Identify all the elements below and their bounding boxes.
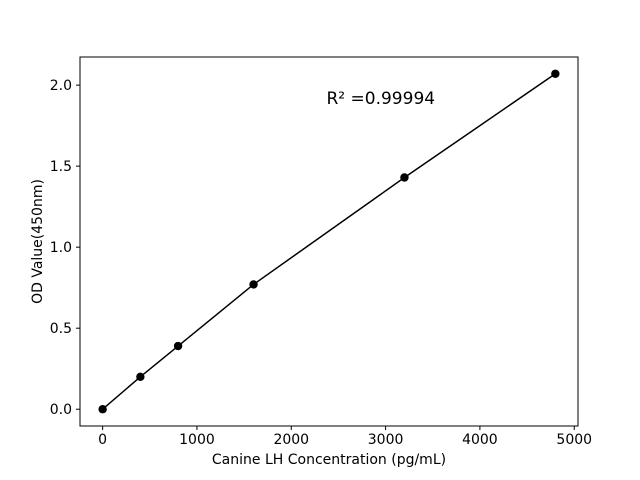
x-tick-label: 1000 (179, 432, 215, 448)
y-tick-label: 0.5 (50, 321, 72, 337)
data-point (173, 341, 183, 351)
data-point (400, 173, 409, 182)
x-tick-label: 2000 (273, 432, 309, 448)
y-tick-label: 0.0 (50, 402, 72, 418)
y-tick-label: 2.0 (50, 78, 72, 94)
data-point (551, 69, 560, 78)
standard-curve-line (102, 73, 556, 410)
data-series (98, 69, 560, 414)
axis-tick-labels: 0 1000 2000 3000 4000 5000 0.0 0.5 1.0 1.5 2.0 (50, 78, 592, 448)
data-point (249, 280, 258, 289)
data-point (136, 372, 145, 382)
x-tick-label: 0 (98, 432, 107, 448)
y-axis-label: OD Value(450nm) (30, 179, 46, 304)
x-axis-label: Canine LH Concentration (pg/mL) (212, 452, 446, 468)
x-tick-label: 4000 (462, 432, 498, 448)
data-point (98, 405, 107, 414)
y-tick-label: 1.5 (50, 159, 72, 175)
x-tick-label: 3000 (368, 432, 404, 448)
plot-border (79, 56, 579, 427)
x-tick-label: 5000 (556, 432, 592, 448)
y-tick-label: 1.0 (50, 240, 72, 256)
axis-ticks (76, 84, 575, 430)
r-squared-annotation: R² =0.99994 (327, 89, 436, 109)
